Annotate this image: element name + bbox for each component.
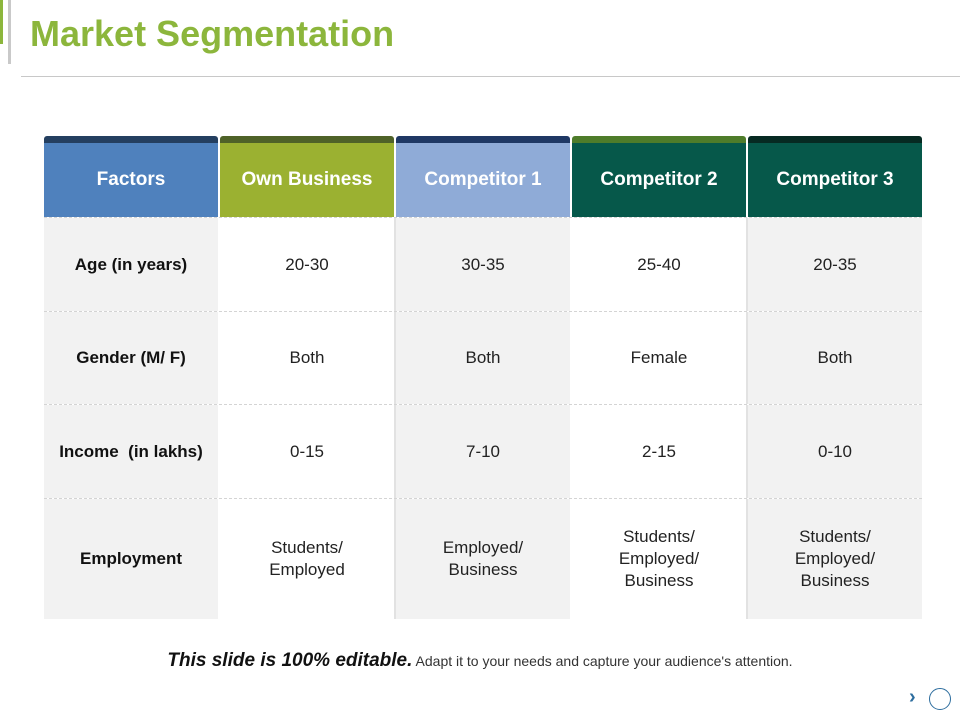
cell-income-competitor-1: 7-10 (396, 405, 572, 498)
header-own-business: Own Business (220, 143, 396, 217)
header-competitor-3: Competitor 3 (748, 143, 922, 217)
title-divider (21, 76, 960, 77)
cell-text: Students/ Employed/ Business (618, 527, 700, 590)
cell-text: Students/ Employed/ Business (794, 527, 876, 590)
cell-text: Students/ Employed (269, 538, 345, 579)
cap-factors (44, 136, 218, 143)
caption-emphasis: This slide is 100% editable. (167, 650, 413, 671)
row-label-age: Age (in years) (44, 218, 220, 311)
cell-gender-competitor-2: Female (572, 312, 748, 404)
cell-age-competitor-3: 20-35 (748, 218, 922, 311)
cell-text: Employed/ Business (442, 538, 524, 579)
slide-title: Market Segmentation (30, 13, 395, 54)
accent-bar-green (0, 0, 3, 44)
circle-icon[interactable] (929, 688, 951, 710)
cell-gender-competitor-1: Both (396, 312, 572, 404)
header-competitor-2: Competitor 2 (572, 143, 748, 217)
cell-gender-competitor-3: Both (748, 312, 922, 404)
row-label-gender: Gender (M/ F) (44, 312, 220, 404)
table-row-age: Age (in years) 20-30 30-35 25-40 20-35 (44, 217, 922, 311)
cap-competitor-3 (748, 136, 922, 143)
chevron-right-icon[interactable]: › (909, 686, 916, 708)
cell-age-own-business: 20-30 (220, 218, 396, 311)
cell-income-competitor-2: 2-15 (572, 405, 748, 498)
table-header-row: Factors Own Business Competitor 1 Compet… (44, 143, 922, 217)
cell-employment-competitor-2: Students/ Employed/ Business (572, 499, 748, 619)
header-cap-strip (44, 136, 922, 143)
caption-text: Adapt it to your needs and capture your … (415, 653, 793, 669)
cell-employment-competitor-1: Employed/ Business (396, 499, 572, 619)
cell-gender-own-business: Both (220, 312, 396, 404)
row-label-income: Income (in lakhs) (44, 405, 220, 498)
table-row-gender: Gender (M/ F) Both Both Female Both (44, 311, 922, 404)
cell-income-competitor-3: 0-10 (748, 405, 922, 498)
cap-own-business (220, 136, 394, 143)
row-label-employment: Employment (44, 499, 220, 619)
accent-bar-gray (8, 0, 11, 64)
header-factors: Factors (44, 143, 220, 217)
table-row-employment: Employment Students/ Employed Employed/ … (44, 498, 922, 619)
cell-income-own-business: 0-15 (220, 405, 396, 498)
cell-age-competitor-1: 30-35 (396, 218, 572, 311)
editable-caption: This slide is 100% editable. Adapt it to… (0, 650, 960, 672)
cell-employment-competitor-3: Students/ Employed/ Business (748, 499, 922, 619)
cell-employment-own-business: Students/ Employed (220, 499, 396, 619)
table-row-income: Income (in lakhs) 0-15 7-10 2-15 0-10 (44, 404, 922, 498)
cap-competitor-1 (396, 136, 570, 143)
segmentation-table: Factors Own Business Competitor 1 Compet… (44, 136, 922, 619)
cell-age-competitor-2: 25-40 (572, 218, 748, 311)
cap-competitor-2 (572, 136, 746, 143)
header-competitor-1: Competitor 1 (396, 143, 572, 217)
